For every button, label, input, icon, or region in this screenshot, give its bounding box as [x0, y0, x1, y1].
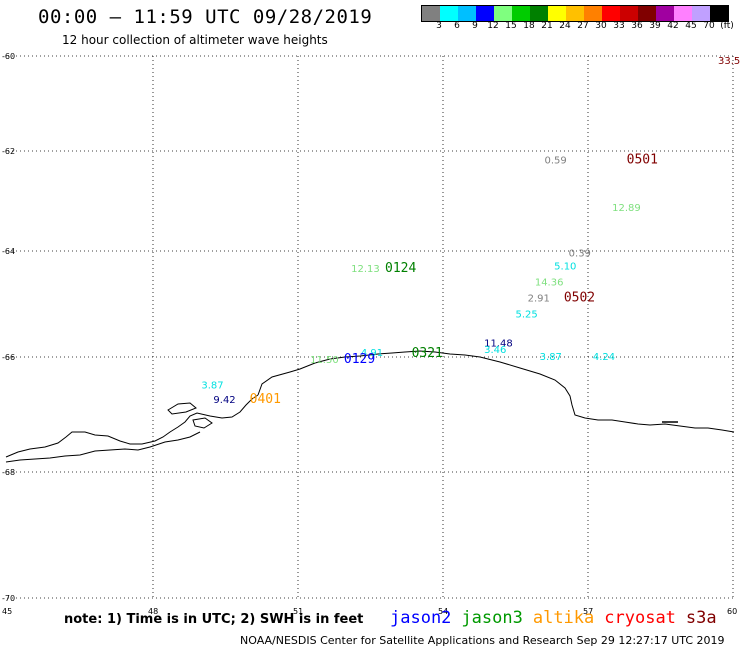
wave-height-label: 14.36: [535, 277, 564, 288]
axis-ticks: 45 48 51 54 57 60 -60 -62 -64 -66 -68 -70: [2, 52, 737, 616]
graticule: [8, 55, 734, 600]
coastline-main: [257, 350, 735, 433]
colorbar-label: 33: [613, 21, 625, 31]
colorbar-label: 70: [703, 21, 715, 31]
lon-tick-label: 51: [293, 607, 303, 616]
coastline-west: [5, 394, 259, 458]
lat-tick-label: -64: [2, 247, 15, 256]
colorbar-swatch: [656, 6, 674, 21]
lat-tick-label: -60: [2, 52, 15, 61]
satellite-legend: jason2 jason3 altika cryosat s3a: [390, 608, 727, 628]
lat-tick-label: -70: [2, 594, 15, 603]
colorbar-swatch: [440, 6, 458, 21]
satellite-legend-item: jason3: [461, 608, 523, 628]
wave-height-label: 3.87: [201, 381, 223, 392]
colorbar-swatch: [566, 6, 584, 21]
wave-height-label: 3.46: [484, 345, 506, 356]
pass-time-label: 0321: [412, 346, 443, 361]
colorbar-label: 27: [577, 21, 589, 31]
colorbar-swatch: [494, 6, 512, 21]
footer-note: note: 1) Time is in UTC; 2) SWH is in fe…: [64, 612, 364, 627]
colorbar-label: 30: [595, 21, 607, 31]
colorbar-labels: 3 6 9 12 15 18 21 24 27 30 33 36 39 42 45 70 (ft): [421, 21, 740, 33]
pass-time-label: 0501: [627, 153, 658, 168]
wave-height-label: 5.10: [554, 262, 576, 273]
lon-tick-label: 54: [438, 607, 448, 616]
lat-tick-label: -62: [2, 147, 15, 156]
colorbar-swatch: [692, 6, 710, 21]
colorbar-swatch: [620, 6, 638, 21]
wave-height-label: 0.59: [545, 156, 567, 167]
lon-tick-label: 45: [2, 607, 12, 616]
pass-time-label: 0502: [564, 290, 595, 305]
colorbar-label: 15: [505, 21, 517, 31]
credit-line: NOAA/NESDIS Center for Satellite Applica…: [240, 634, 725, 647]
colorbar-label: 3: [436, 21, 442, 31]
colorbar-swatch: [638, 6, 656, 21]
pass-time-label: 0401: [250, 392, 281, 407]
colorbar-swatch: [458, 6, 476, 21]
satellite-legend-item: s3a: [685, 608, 717, 628]
wave-height-label: 11.48: [484, 338, 513, 349]
colorbar-label: 18: [523, 21, 535, 31]
island-2: [192, 417, 213, 429]
wave-height-label: 4.24: [593, 352, 615, 363]
colorbar-swatch: [602, 6, 620, 21]
colorbar-swatch: [476, 6, 494, 21]
pass-time-label: 0124: [385, 261, 416, 276]
colorbar-swatch: [674, 6, 692, 21]
colorbar-legend: [421, 5, 729, 22]
wave-labels: 0.59 0501 12.89 0.39 12.13 0124 5.10 14.36 2.91 0…: [201, 153, 658, 408]
wave-height-label: 5.25: [516, 309, 538, 320]
colorbar-swatch: [710, 6, 728, 21]
colorbar-label: 39: [649, 21, 661, 31]
colorbar-swatch: [512, 6, 530, 21]
colorbar-label: (ft): [720, 21, 734, 31]
wave-height-label: 9.42: [213, 395, 235, 406]
pass-time-label: 0129: [344, 352, 375, 367]
colorbar-swatch: [548, 6, 566, 21]
satellite-legend-item: cryosat: [604, 608, 676, 628]
satellite-legend-item: jason2: [390, 608, 452, 628]
corner-value: 33.5: [718, 56, 740, 67]
colorbar-label: 42: [667, 21, 679, 31]
antarctic-coastline: [5, 350, 735, 463]
map-title: 00:00 – 11:59 UTC 09/28/2019: [38, 6, 373, 28]
colorbar-label: 9: [472, 21, 478, 31]
colorbar-label: 36: [631, 21, 643, 31]
colorbar-swatch: [422, 6, 440, 21]
colorbar-label: 21: [541, 21, 553, 31]
wave-height-label: 3.87: [540, 352, 562, 363]
lon-tick-label: 57: [583, 607, 593, 616]
wave-height-label: 12.13: [351, 264, 380, 275]
wave-height-label: 4.91: [361, 348, 383, 359]
colorbar-swatch: [584, 6, 602, 21]
wave-height-label: 12.89: [612, 203, 641, 214]
satellite-legend-item: altika: [532, 608, 595, 628]
colorbar-swatch: [530, 6, 548, 21]
coastline-west-2: [5, 431, 201, 463]
wave-height-label: 0.39: [569, 248, 591, 259]
lat-tick-label: -68: [2, 468, 15, 477]
island-1: [167, 402, 197, 415]
colorbar-label: 24: [559, 21, 571, 31]
colorbar-label: 45: [685, 21, 697, 31]
wave-height-label: 2.91: [528, 293, 550, 304]
lon-tick-label: 60: [727, 607, 737, 616]
wave-height-label: 11.50: [310, 355, 339, 366]
lon-tick-label: 48: [148, 607, 158, 616]
map-subtitle: 12 hour collection of altimeter wave hei…: [62, 33, 328, 47]
colorbar-label: 6: [454, 21, 460, 31]
lat-tick-label: -66: [2, 353, 15, 362]
colorbar-label: 12: [487, 21, 499, 31]
